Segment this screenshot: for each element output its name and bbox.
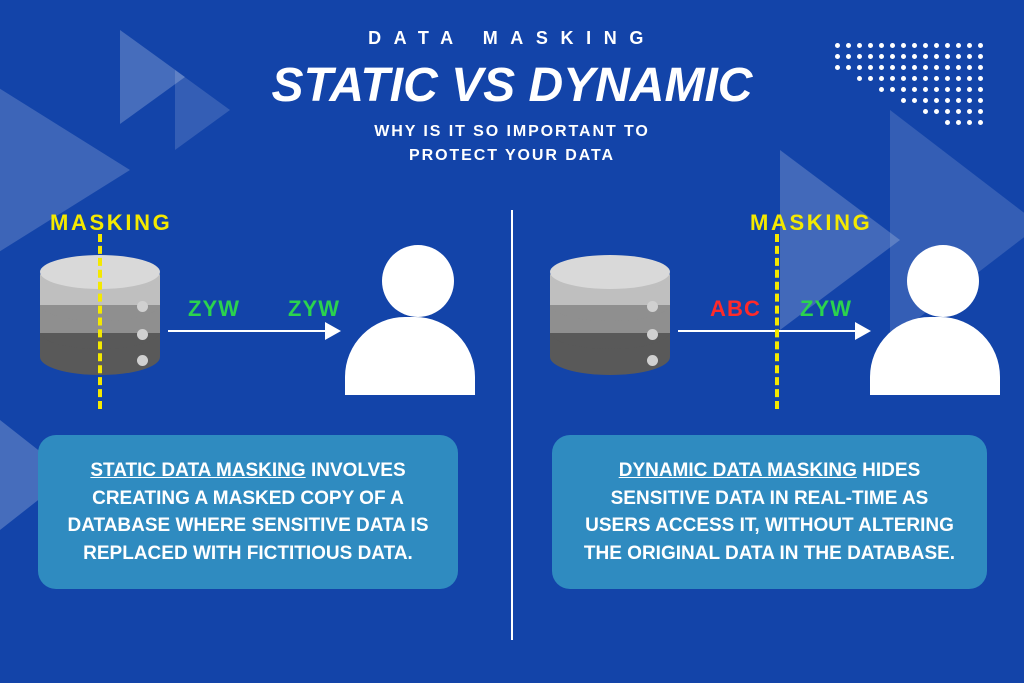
arrow-head-right bbox=[855, 322, 871, 340]
masking-line-right bbox=[775, 234, 779, 409]
flow-text-right-2: ZYW bbox=[800, 296, 852, 322]
arrow-line-left bbox=[168, 330, 328, 332]
flow-text-right-1: ABC bbox=[710, 296, 761, 322]
dynamic-desc-title: DYNAMIC DATA MASKING bbox=[619, 460, 857, 481]
arrow-line-right bbox=[678, 330, 858, 332]
flow-text-left-2: ZYW bbox=[288, 296, 340, 322]
static-description-box: STATIC DATA MASKING INVOLVES CREATING A … bbox=[38, 435, 458, 589]
dynamic-description-box: DYNAMIC DATA MASKING HIDES SENSITIVE DAT… bbox=[552, 435, 987, 589]
user-icon bbox=[870, 245, 1000, 405]
dynamic-masking-panel: MASKING ABC ZYW DYNAMIC DA bbox=[520, 210, 1024, 670]
infographic-canvas: DATA MASKING STATIC VS DYNAMIC WHY IS IT… bbox=[0, 0, 1024, 683]
subtitle: WHY IS IT SO IMPORTANT TO PROTECT YOUR D… bbox=[0, 120, 1024, 168]
masking-label-right: MASKING bbox=[750, 210, 872, 236]
user-icon bbox=[345, 245, 475, 405]
flow-text-left-1: ZYW bbox=[188, 296, 240, 322]
masking-line-left bbox=[98, 234, 102, 409]
subtitle-line-1: WHY IS IT SO IMPORTANT TO bbox=[374, 123, 650, 140]
arrow-head-left bbox=[325, 322, 341, 340]
masking-label-left: MASKING bbox=[50, 210, 172, 236]
database-icon bbox=[550, 255, 670, 385]
center-divider bbox=[511, 210, 513, 640]
subtitle-line-2: PROTECT YOUR DATA bbox=[409, 147, 615, 164]
static-desc-title: STATIC DATA MASKING bbox=[90, 460, 305, 481]
main-title: STATIC VS DYNAMIC bbox=[0, 58, 1024, 113]
eyebrow-text: DATA MASKING bbox=[0, 28, 1024, 49]
static-masking-panel: MASKING ZYW ZYW STATIC DAT bbox=[0, 210, 505, 670]
